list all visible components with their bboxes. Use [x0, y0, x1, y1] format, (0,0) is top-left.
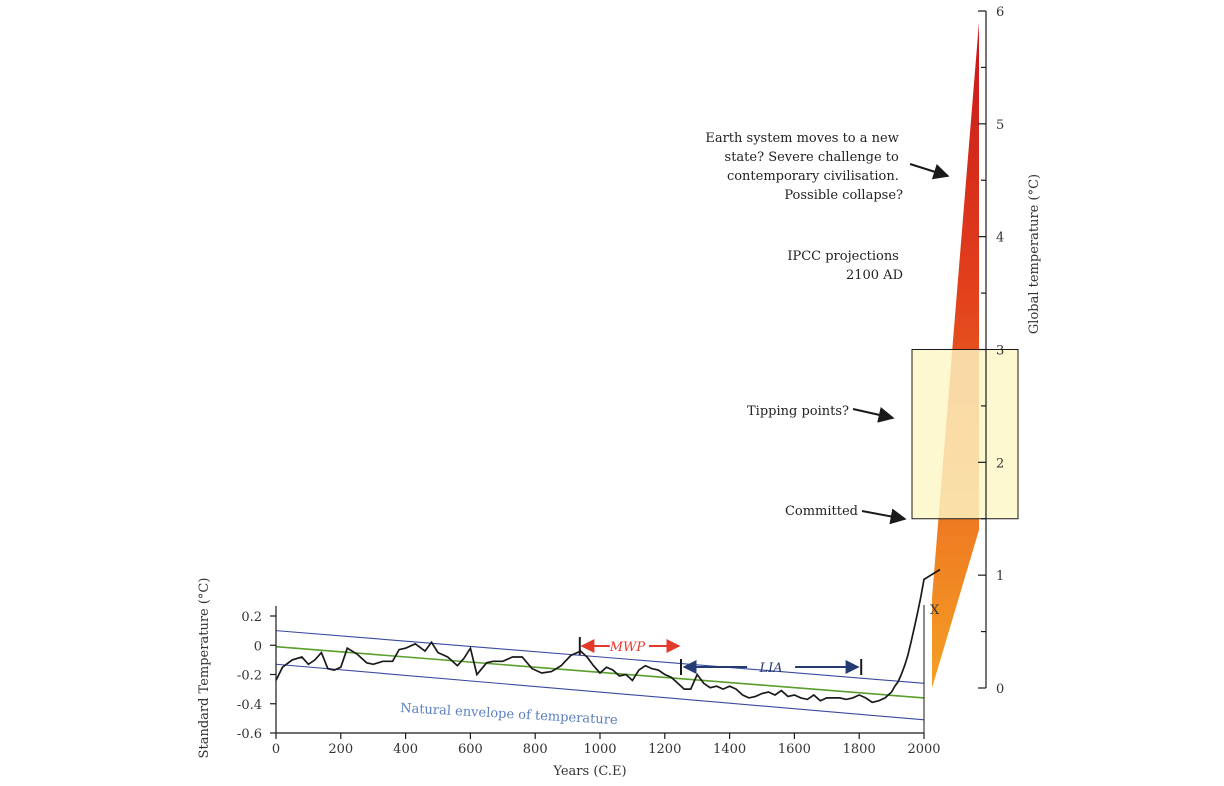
annotation-arrow	[861, 508, 907, 525]
x-axis-tick-label: 400	[393, 742, 418, 757]
x-axis-tick-label: 1000	[583, 742, 616, 757]
envelope-label: Natural envelope of temperature	[400, 701, 619, 728]
committed-box	[911, 349, 1019, 520]
x-axis-tick-label: 200	[328, 742, 353, 757]
annotation-line: contemporary civilisation.	[727, 169, 899, 184]
annotation-line: Tipping points?	[747, 404, 849, 419]
x-axis-tick-label: 1800	[843, 742, 876, 757]
x-axis-tick-label: 0	[272, 742, 280, 757]
annotation-arrow	[909, 163, 950, 180]
annotation-committed: Committed	[785, 504, 907, 525]
projection-x-marker: X	[930, 603, 940, 618]
x-axis-tick-label: 1600	[778, 742, 811, 757]
annotation-line: Committed	[785, 504, 858, 519]
mwp-label: MWP	[609, 640, 646, 655]
left-axis-tick-label: -0.2	[237, 669, 262, 684]
right-axis-tick-label: 2	[996, 456, 1004, 471]
x-axis-tick-label: 1200	[648, 742, 681, 757]
right-axis-tick-label: 4	[996, 231, 1004, 246]
envelope-lower-line	[275, 663, 925, 721]
envelope-upper-line	[275, 630, 925, 684]
right-axis-tick-label: 5	[996, 118, 1004, 133]
right-axis-tick-label: 6	[996, 5, 1004, 20]
annotation-tipping-points: Tipping points?	[747, 404, 895, 423]
annotation-line: IPCC projections	[787, 249, 899, 264]
x-axis-tick-label: 600	[458, 742, 483, 757]
right-axis-tick-label: 3	[996, 344, 1004, 359]
right-axis-tick-label: 0	[996, 682, 1004, 697]
annotation-line: 2100 AD	[846, 268, 903, 283]
left-axis-tick-label: -0.6	[237, 727, 262, 742]
temperature-series-line	[275, 568, 941, 704]
right-axis-label: Global temperature (°C)	[1027, 174, 1042, 334]
lia-marker: LIA	[680, 659, 863, 676]
right-axis-tick-label: 1	[996, 569, 1004, 584]
annotation-arrow	[852, 407, 895, 423]
annotation-line: Possible collapse?	[784, 188, 903, 203]
left-axis-label: Standard Temperature (°C)	[197, 578, 212, 759]
left-axis-tick-label: -0.4	[237, 698, 262, 713]
x-axis-tick-label: 2000	[907, 742, 940, 757]
annotation-line: Earth system moves to a new	[705, 131, 899, 146]
x-axis-tick-label: 800	[523, 742, 548, 757]
left-axis-tick-label: 0	[254, 639, 262, 654]
lia-label: LIA	[759, 661, 783, 676]
x-axis-label: Years (C.E)	[552, 764, 626, 779]
mwp-marker: MWP	[578, 637, 681, 655]
svg-text:IPCC projections 2100 AD: IPCC projections 2100 AD	[787, 249, 903, 283]
left-axis-tick-label: 0.2	[241, 610, 262, 625]
svg-text:Earth system moves to a new: Earth system moves to a new state? Sever…	[705, 131, 903, 203]
annotation-ipcc: IPCC projections 2100 AD	[787, 249, 903, 283]
annotation-earth-system: Earth system moves to a new state? Sever…	[705, 131, 950, 203]
annotation-line: state? Severe challenge to	[725, 150, 899, 165]
x-axis-tick-label: 1400	[713, 742, 746, 757]
